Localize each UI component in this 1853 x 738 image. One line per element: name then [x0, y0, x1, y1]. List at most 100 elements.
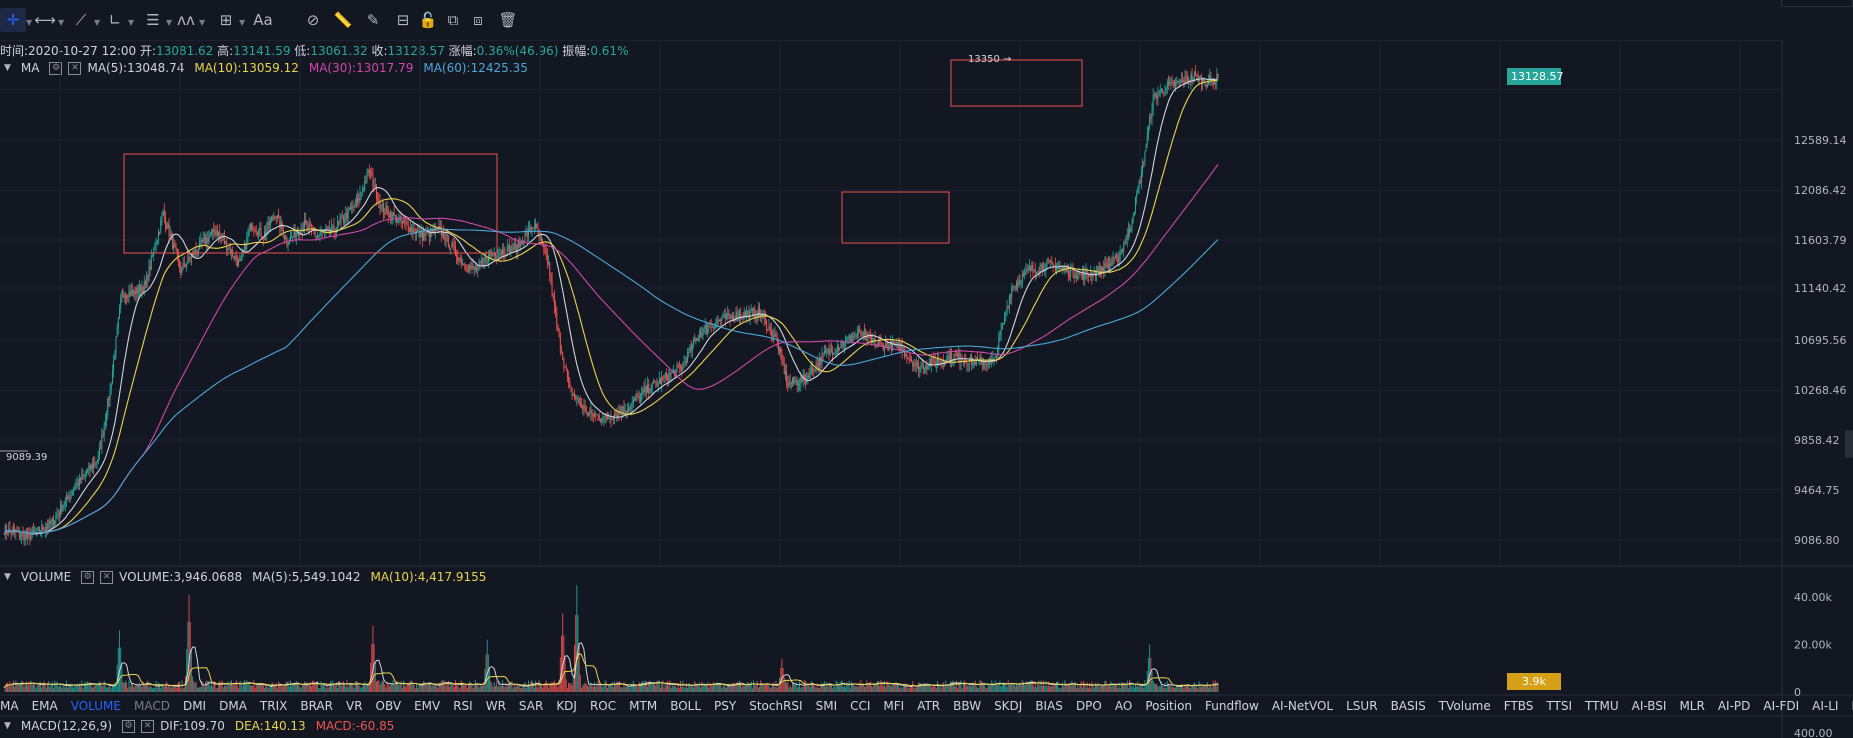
tab-ftbs[interactable]: FTBS	[1503, 699, 1534, 713]
lock-icon[interactable]: 🔓	[418, 11, 438, 29]
tab-fr[interactable]: FR	[1851, 699, 1853, 713]
settings-gear-icon[interactable]: ⚙	[49, 61, 63, 75]
dropdown-arrow-icon[interactable]: ▼	[199, 18, 206, 27]
angle-icon[interactable]: ∟	[108, 11, 122, 29]
collapse-chevron-icon[interactable]: ▼	[4, 63, 11, 73]
tab-bbw[interactable]: BBW	[953, 699, 982, 713]
tab-lsur[interactable]: LSUR	[1346, 699, 1378, 713]
tab-ema[interactable]: EMA	[31, 699, 58, 713]
dropdown-arrow-icon[interactable]: ▼	[166, 18, 173, 27]
tab-tvolume[interactable]: TVolume	[1438, 699, 1491, 713]
tab-ai-pd[interactable]: AI-PD	[1717, 699, 1751, 713]
dropdown-arrow-icon[interactable]: ▼	[239, 18, 246, 27]
volume-bar	[23, 686, 25, 692]
tab-skdj[interactable]: SKDJ	[994, 699, 1023, 713]
volume-bar	[957, 688, 959, 692]
tab-mlr[interactable]: MLR	[1679, 699, 1705, 713]
volume-bar	[193, 680, 195, 692]
tab-macd[interactable]: MACD	[133, 699, 170, 713]
settings-gear-icon[interactable]: ⚙	[81, 570, 95, 584]
tab-trix[interactable]: TRIX	[259, 699, 288, 713]
ruler-icon[interactable]: 📏	[333, 11, 353, 29]
volume-bar	[149, 682, 151, 692]
tab-bias[interactable]: BIAS	[1035, 699, 1063, 713]
candle-body	[417, 230, 419, 232]
volume-bar	[828, 683, 830, 692]
candle-body	[522, 241, 524, 245]
tab-ai-bsi[interactable]: AI-BSI	[1631, 699, 1667, 713]
volume-bar	[694, 681, 696, 692]
tab-volume[interactable]: VOLUME	[70, 699, 121, 713]
trend-line-icon[interactable]: ⟋	[75, 11, 87, 29]
close-icon[interactable]: ✕	[68, 61, 82, 75]
volume-bar	[652, 681, 654, 692]
parallel-lines-icon[interactable]: ☰	[146, 11, 160, 29]
tab-ao[interactable]: AO	[1114, 699, 1133, 713]
eraser-icon[interactable]: ⊘	[306, 11, 320, 29]
tab-sar[interactable]: SAR	[518, 699, 544, 713]
volume-bar	[960, 680, 962, 692]
tab-dma[interactable]: DMA	[219, 699, 247, 713]
tab-dmi[interactable]: DMI	[182, 699, 207, 713]
tab-psy[interactable]: PSY	[714, 699, 737, 713]
candle-body	[562, 352, 564, 359]
close-icon[interactable]: ✕	[100, 570, 114, 584]
candle-body	[683, 361, 685, 364]
tab-basis[interactable]: BASIS	[1390, 699, 1426, 713]
candle-body	[846, 337, 848, 340]
tab-ai-netvol[interactable]: AI-NetVOL	[1271, 699, 1334, 713]
screenshot-icon[interactable]: ⧈	[473, 11, 483, 29]
dropdown-arrow-icon[interactable]: ▼	[26, 18, 33, 27]
tab-mfi[interactable]: MFI	[883, 699, 905, 713]
tab-smi[interactable]: SMI	[815, 699, 838, 713]
tab-vr[interactable]: VR	[345, 699, 363, 713]
tab-kdj[interactable]: KDJ	[556, 699, 577, 713]
horizontal-line-icon[interactable]: ⟷	[34, 11, 56, 29]
tab-wr[interactable]: WR	[485, 699, 506, 713]
dropdown-arrow-icon[interactable]: ▼	[94, 18, 101, 27]
volume-bar	[218, 682, 220, 692]
tab-cci[interactable]: CCI	[850, 699, 871, 713]
tab-stochrsi[interactable]: StochRSI	[749, 699, 803, 713]
tab-boll[interactable]: BOLL	[670, 699, 702, 713]
tab-ma[interactable]: MA	[0, 699, 19, 713]
volume-bar	[76, 683, 78, 692]
tab-ttsi[interactable]: TTSI	[1546, 699, 1573, 713]
pencil-icon[interactable]: ✎	[366, 11, 380, 29]
volume-bar	[29, 684, 31, 692]
tab-rsi[interactable]: RSI	[453, 699, 473, 713]
volume-bar	[978, 687, 980, 692]
box-icon[interactable]: ⊞	[219, 11, 233, 29]
tab-ai-li[interactable]: AI-LI	[1812, 699, 1839, 713]
tab-emv[interactable]: EMV	[414, 699, 441, 713]
close-icon[interactable]: ✕	[141, 719, 155, 733]
crosshair-icon[interactable]: ✛	[0, 8, 26, 32]
tab-position[interactable]: Position	[1145, 699, 1193, 713]
tab-atr[interactable]: ATR	[917, 699, 941, 713]
candle-body	[1103, 267, 1105, 273]
tab-ai-fdi[interactable]: AI-FDI	[1763, 699, 1800, 713]
text-icon[interactable]: Aa	[253, 11, 273, 29]
tab-obv[interactable]: OBV	[375, 699, 402, 713]
candle-body	[413, 228, 415, 234]
measure-icon[interactable]: ⊟	[396, 11, 410, 29]
copy-icon[interactable]: ⧉	[447, 11, 459, 29]
dropdown-arrow-icon[interactable]: ▼	[58, 18, 65, 27]
settings-gear-icon[interactable]: ⚙	[122, 719, 136, 733]
tab-roc[interactable]: ROC	[589, 699, 617, 713]
volume-bar	[1211, 687, 1213, 692]
tab-dpo[interactable]: DPO	[1075, 699, 1102, 713]
tab-fundflow[interactable]: Fundflow	[1205, 699, 1259, 713]
tab-brar[interactable]: BRAR	[300, 699, 333, 713]
wave-pattern-icon[interactable]: ʌʌ	[177, 11, 195, 29]
price-scale-handle[interactable]	[1845, 430, 1853, 458]
trash-icon[interactable]: 🗑	[498, 11, 518, 29]
tab-mtm[interactable]: MTM	[629, 699, 658, 713]
volume-legend-name: VOLUME	[20, 570, 72, 584]
tab-ttmu[interactable]: TTMU	[1585, 699, 1619, 713]
volume-bar	[553, 680, 555, 692]
collapse-chevron-icon[interactable]: ▼	[4, 721, 11, 731]
dropdown-arrow-icon[interactable]: ▼	[128, 18, 135, 27]
collapse-chevron-icon[interactable]: ▼	[4, 572, 11, 582]
